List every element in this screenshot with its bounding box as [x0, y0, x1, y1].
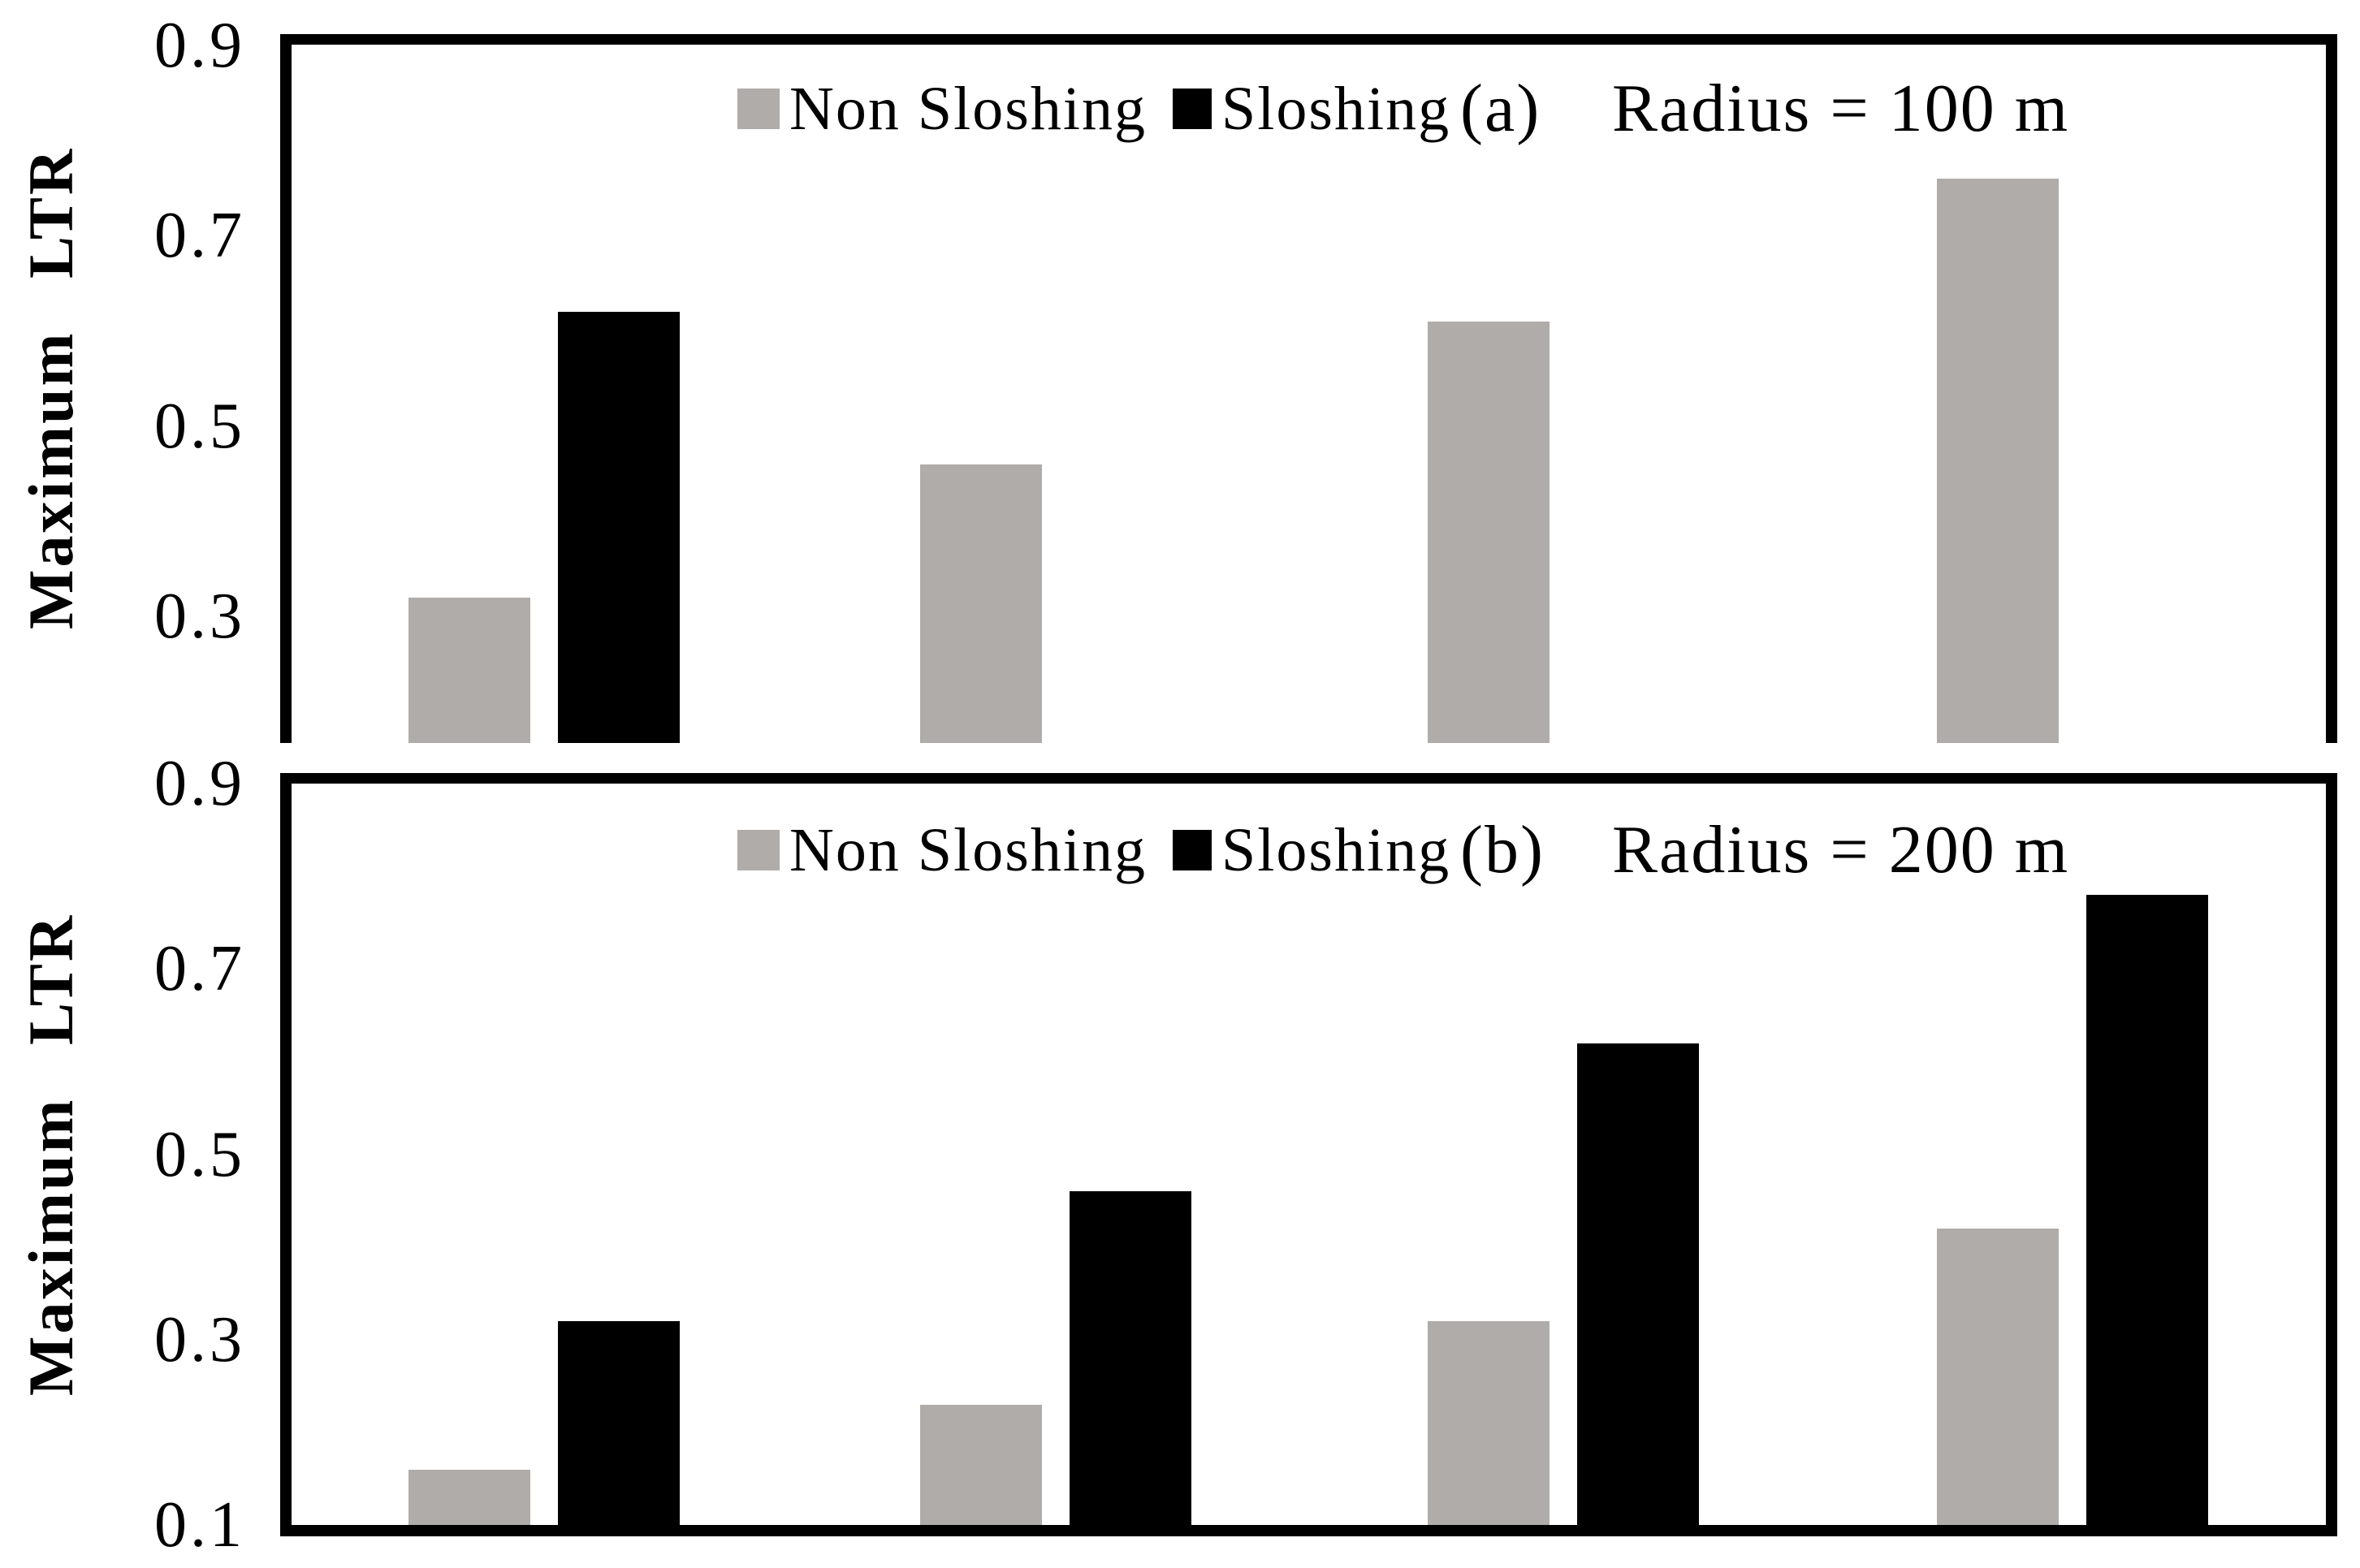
y-tick-label: 0.5	[154, 390, 245, 462]
panel-label-b: (b)	[1460, 812, 1545, 888]
bar-sloshing-group-2	[1070, 1191, 1191, 1525]
y-tick-label: 0.7	[154, 933, 245, 1005]
panel-label-a: (a)	[1460, 71, 1541, 146]
legend-label-sloshing-b: Sloshing	[1221, 816, 1451, 884]
y-tick-label: 0.5	[154, 1118, 245, 1190]
plot-area-b	[280, 773, 2337, 1536]
y-tick-label: 0.3	[154, 581, 245, 653]
legend-swatch-non-sloshing-b	[737, 830, 780, 870]
bar-sloshing-group-3	[1577, 1043, 1699, 1525]
legend-swatch-sloshing-a	[1173, 89, 1212, 129]
legend-label-non-sloshing-a: Non Sloshing	[789, 75, 1147, 143]
bar-non-sloshing-group-2	[920, 464, 1042, 743]
legend-a: Non Sloshing Sloshing (a) Radius = 100 m	[0, 73, 2360, 145]
legend-swatch-sloshing-b	[1173, 830, 1212, 870]
plot-area-a	[280, 34, 2337, 743]
y-tick-label: 0.7	[154, 200, 245, 272]
y-tick-label: 0.3	[154, 1303, 245, 1376]
legend-label-sloshing-a: Sloshing	[1221, 75, 1451, 143]
bar-non-sloshing-group-3	[1428, 1320, 1550, 1525]
bar-non-sloshing-group-4	[1937, 179, 2059, 743]
y-tick-label: 0.9	[154, 748, 245, 819]
bar-non-sloshing-group-4	[1937, 1228, 2059, 1525]
legend-label-non-sloshing-b: Non Sloshing	[789, 816, 1147, 884]
bar-non-sloshing-group-1	[408, 1469, 530, 1525]
y-tick-label: 0.1	[154, 1489, 245, 1561]
legend-b: Non Sloshing Sloshing (b) Radius = 200 m	[0, 814, 2360, 886]
panel-title-b: Radius = 200 m	[1612, 812, 2070, 888]
bar-non-sloshing-group-3	[1428, 321, 1550, 743]
y-tick-label: 0.9	[154, 10, 245, 81]
bar-non-sloshing-group-2	[920, 1404, 1042, 1525]
panel-title-a: Radius = 100 m	[1612, 71, 2070, 146]
bar-sloshing-group-4	[2086, 894, 2208, 1525]
bar-non-sloshing-group-1	[408, 597, 530, 743]
bar-sloshing-group-1	[558, 1320, 680, 1525]
legend-swatch-non-sloshing-a	[737, 89, 780, 129]
bar-sloshing-group-1	[558, 312, 680, 743]
